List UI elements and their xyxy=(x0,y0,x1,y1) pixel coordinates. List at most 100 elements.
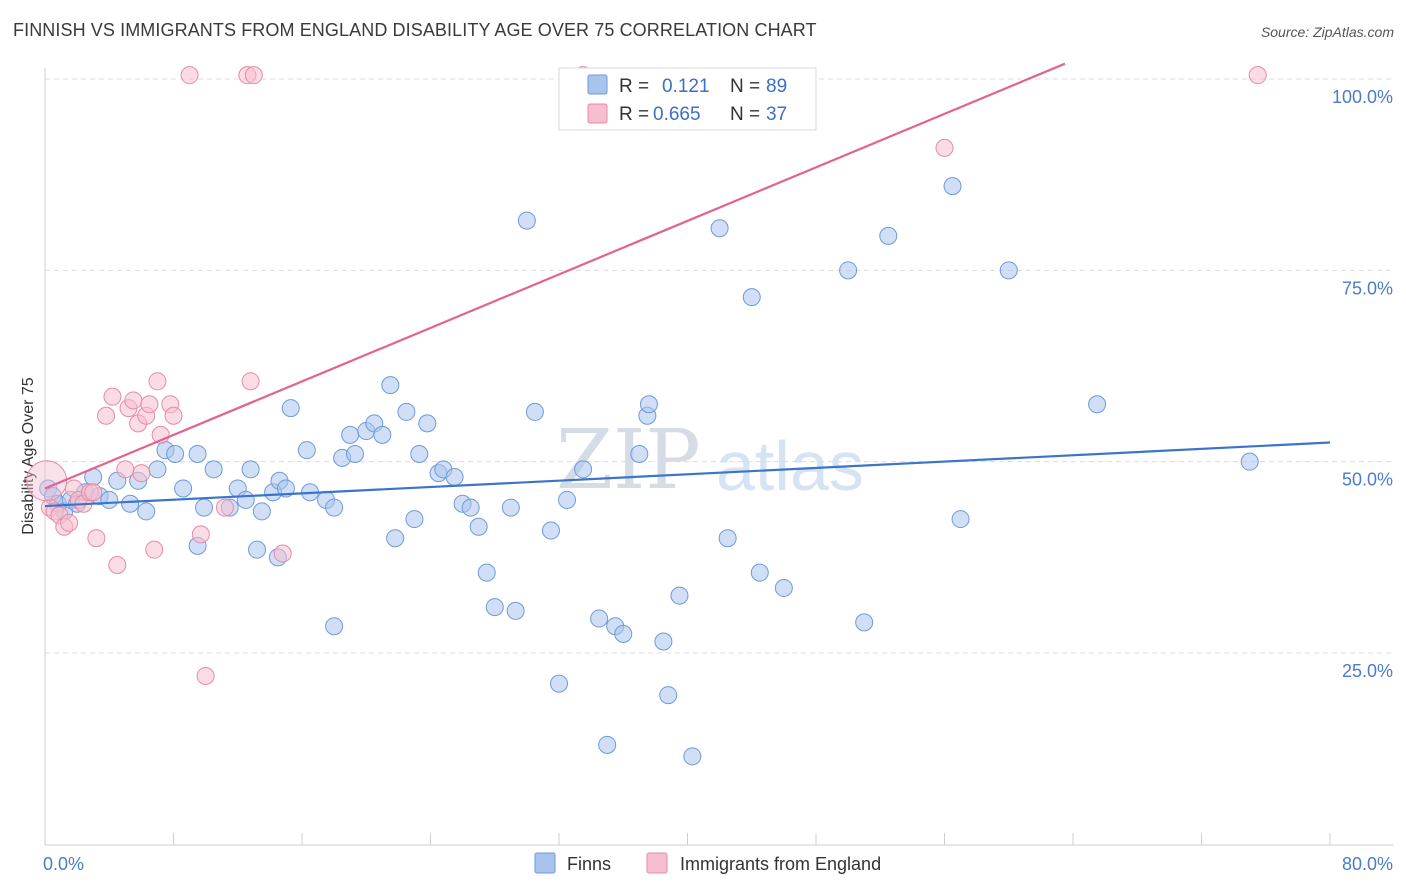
data-point xyxy=(590,609,609,628)
data-point xyxy=(750,563,769,582)
data-point xyxy=(236,490,255,509)
data-point xyxy=(718,529,737,548)
legend-bottom-swatch-finns xyxy=(534,852,556,874)
y-tick-label: 100.0% xyxy=(1332,87,1393,107)
source-label: Source: ZipAtlas.com xyxy=(1260,24,1394,40)
trend-lines xyxy=(44,62,1331,508)
chart-title: FINNISH VS IMMIGRANTS FROM ENGLAND DISAB… xyxy=(13,20,817,40)
data-point xyxy=(418,414,437,433)
data-point xyxy=(325,617,344,636)
data-point xyxy=(87,529,106,548)
data-point xyxy=(381,376,400,395)
data-point xyxy=(108,555,127,574)
data-point xyxy=(281,399,300,418)
data-point xyxy=(935,138,954,157)
data-point xyxy=(103,387,122,406)
data-point xyxy=(164,406,183,425)
data-point xyxy=(517,211,536,230)
data-point xyxy=(477,563,496,582)
data-points xyxy=(26,66,1267,766)
data-point xyxy=(614,624,633,643)
data-point xyxy=(276,479,295,498)
data-point xyxy=(116,460,135,479)
grid-lines xyxy=(45,78,1393,654)
legend-bottom: Finns Immigrants from England xyxy=(534,852,881,874)
data-point-large xyxy=(26,460,68,502)
data-point xyxy=(683,747,702,766)
legend-n-value-england: 37 xyxy=(766,104,787,125)
data-point xyxy=(188,445,207,464)
data-point xyxy=(346,445,365,464)
data-point xyxy=(397,402,416,421)
series-england xyxy=(40,66,1267,685)
legend-bottom-label-england: Immigrants from England xyxy=(680,854,881,874)
data-point xyxy=(241,460,260,479)
data-point xyxy=(670,586,689,605)
data-point xyxy=(386,529,405,548)
data-point xyxy=(180,66,199,85)
watermark: ZIP atlas xyxy=(556,413,864,508)
data-point xyxy=(215,498,234,517)
legend-r-label-finns: R = xyxy=(619,76,649,97)
data-point xyxy=(84,483,103,502)
data-point xyxy=(145,540,164,559)
legend-r-value-england: 0.665 xyxy=(653,104,701,125)
data-point xyxy=(410,445,429,464)
legend-swatch-finns xyxy=(587,74,608,95)
data-point xyxy=(405,510,424,529)
data-point xyxy=(639,395,658,414)
data-point xyxy=(100,490,119,509)
data-point xyxy=(137,502,156,521)
data-point xyxy=(60,513,79,532)
data-point xyxy=(241,372,260,391)
data-point xyxy=(297,441,316,460)
data-point xyxy=(943,177,962,196)
legend-r-label-england: R = xyxy=(619,104,649,125)
data-point xyxy=(204,460,223,479)
data-point xyxy=(654,632,673,651)
legend-bottom-swatch-england xyxy=(646,852,668,874)
data-point xyxy=(191,525,210,544)
axes xyxy=(44,68,1393,846)
data-point xyxy=(174,479,193,498)
data-point xyxy=(879,226,898,245)
data-point xyxy=(855,613,874,632)
data-point xyxy=(445,467,464,486)
legend-n-value-finns: 89 xyxy=(766,76,787,97)
data-point xyxy=(999,261,1018,280)
data-point xyxy=(710,219,729,238)
data-point xyxy=(774,578,793,597)
data-point xyxy=(248,540,267,559)
data-point xyxy=(558,490,577,509)
legend-top: R = 0.121 N = 89 R = 0.665 N = 37 xyxy=(558,67,817,131)
data-point xyxy=(166,445,185,464)
legend-bottom-label-finns: Finns xyxy=(567,854,611,874)
legend-r-value-finns: 0.121 xyxy=(662,76,710,97)
data-point xyxy=(341,425,360,444)
legend-n-label-england: N = xyxy=(730,104,760,125)
tick-labels: 25.0% 50.0% 75.0% 100.0% 0.0% 80.0% xyxy=(43,87,1393,874)
y-tick-label: 75.0% xyxy=(1342,278,1393,298)
data-point xyxy=(1088,395,1107,414)
data-point xyxy=(659,686,678,705)
data-point xyxy=(485,598,504,617)
watermark-zip: ZIP xyxy=(556,413,701,508)
y-tick-label: 50.0% xyxy=(1342,470,1393,490)
data-point xyxy=(951,510,970,529)
data-point xyxy=(148,460,167,479)
y-tick-label: 25.0% xyxy=(1342,661,1393,681)
data-point xyxy=(574,460,593,479)
data-point xyxy=(325,498,344,517)
data-point xyxy=(252,502,271,521)
legend-n-label-finns: N = xyxy=(730,76,760,97)
data-point xyxy=(742,288,761,307)
data-point xyxy=(140,395,159,414)
data-point xyxy=(525,402,544,421)
data-point xyxy=(132,464,151,483)
data-point xyxy=(195,498,214,517)
data-point xyxy=(124,391,143,410)
data-point xyxy=(121,494,140,513)
data-point xyxy=(1240,452,1259,471)
data-point xyxy=(148,372,167,391)
